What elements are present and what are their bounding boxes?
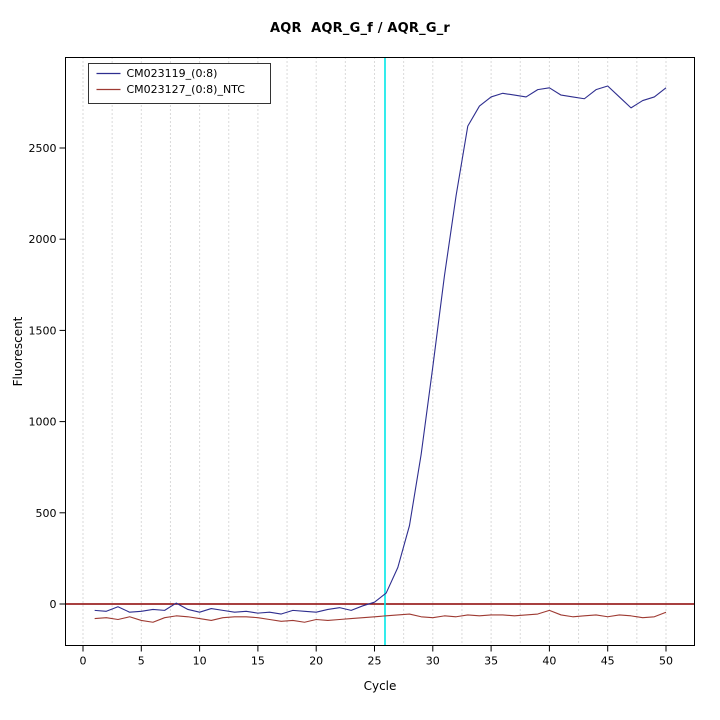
plot-border [65,57,695,646]
x-tick-label: 35 [484,655,498,668]
y-tick-label: 500 [36,507,57,520]
x-axis: 0 5 10 15 20 25 30 35 40 45 50 [80,645,673,668]
x-tick-label: 20 [309,655,323,668]
legend: CM023119_(0:8) CM023127_(0:8)_NTC [88,63,271,104]
y-axis-label: Fluorescent [11,316,25,386]
y-tick-label: 1000 [29,416,57,429]
x-tick-label: 15 [251,655,265,668]
series-line-0 [94,85,667,615]
x-tick-label: 30 [426,655,440,668]
legend-label-1: CM023127_(0:8)_NTC [127,83,246,96]
x-tick-label: 5 [138,655,145,668]
x-tick-label: 50 [659,655,673,668]
y-tick-label: 2500 [29,142,57,155]
x-axis-label: Cycle [364,679,397,693]
x-tick-label: 10 [193,655,207,668]
x-tick-label: 40 [542,655,556,668]
series-line-1 [94,609,667,623]
y-tick-label: 1500 [29,324,57,337]
x-tick-label: 0 [80,655,87,668]
gridlines [82,57,667,646]
legend-label-0: CM023119_(0:8) [127,67,218,80]
y-axis: 0 500 1000 1500 2000 2500 [29,142,66,611]
chart-title: AQR AQR_G_f / AQR_G_r [269,21,451,36]
y-tick-label: 0 [50,598,57,611]
y-tick-label: 2000 [29,233,57,246]
x-tick-label: 25 [368,655,382,668]
x-tick-label: 45 [601,655,615,668]
